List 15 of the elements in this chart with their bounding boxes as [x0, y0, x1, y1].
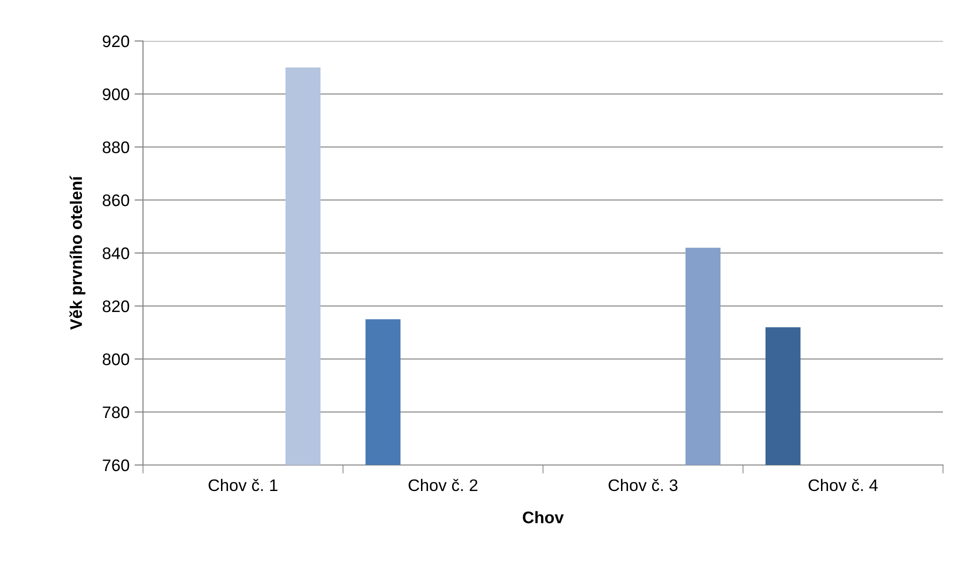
x-tick-label: Chov č. 4: [808, 478, 878, 492]
y-tick-label: 820: [102, 300, 130, 312]
y-tick-label: 920: [102, 35, 130, 48]
x-tick-label: Chov č. 1: [208, 478, 278, 492]
x-axis-title: Chov: [522, 511, 564, 524]
y-tick-label: 780: [102, 406, 130, 418]
y-tick-label: 840: [102, 247, 130, 260]
y-tick-label: 900: [102, 88, 130, 100]
x-tick-label: Chov č. 3: [608, 478, 678, 492]
y-tick-label: 880: [102, 141, 130, 154]
y-axis-title: Věk prvního otelení: [69, 176, 86, 330]
y-tick-label: 760: [102, 459, 130, 472]
y-tick-label: 860: [102, 194, 130, 206]
x-tick-label: Chov č. 2: [408, 478, 478, 492]
y-tick-label: 800: [102, 353, 130, 366]
